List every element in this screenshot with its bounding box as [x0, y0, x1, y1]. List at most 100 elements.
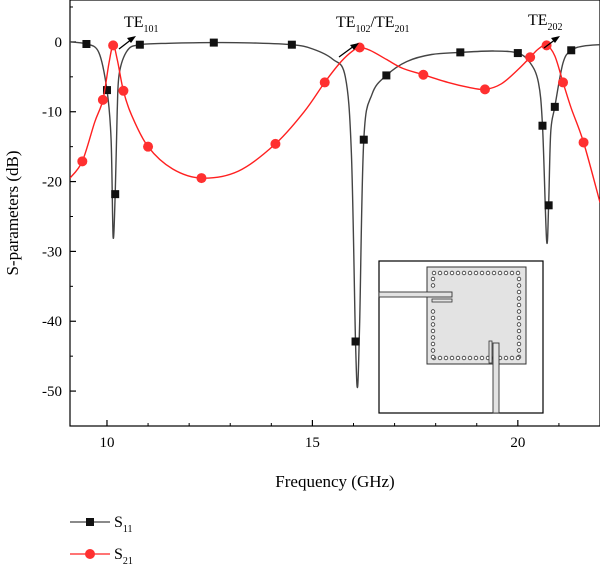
data-point-s21 — [108, 40, 119, 51]
y-tick-label: -50 — [42, 384, 62, 400]
structure-inset — [378, 260, 544, 414]
data-point-s21 — [118, 85, 129, 96]
via-hole — [516, 328, 522, 334]
via-hole — [509, 355, 515, 361]
svg-text:TE102/TE201: TE102/TE201 — [336, 14, 410, 35]
via-hole — [515, 270, 521, 276]
y-tick-label: -10 — [42, 105, 62, 121]
data-point-s21 — [77, 156, 88, 167]
via-hole — [497, 270, 503, 276]
y-tick-label: -30 — [42, 244, 62, 260]
data-point-s11 — [102, 86, 111, 95]
via-hole — [516, 348, 522, 353]
via-hole — [430, 341, 436, 347]
data-point-s11 — [359, 135, 368, 144]
y-tick-label: 0 — [55, 35, 63, 51]
data-point-s11 — [567, 46, 576, 55]
via-hole — [437, 355, 443, 361]
via-hole — [443, 270, 449, 276]
via-hole — [467, 270, 473, 276]
via-hole — [516, 322, 522, 327]
data-point-s21 — [479, 84, 490, 95]
data-point-s11 — [209, 38, 218, 47]
series-line-0 — [70, 41, 600, 389]
y-axis-title: S-parameters (dB) — [3, 150, 22, 275]
data-point-s11 — [135, 40, 144, 49]
coupling-stub-bottom — [488, 340, 493, 364]
via-hole — [473, 270, 479, 276]
plot-frame — [69, 0, 600, 427]
annotation-te101: TE101 — [118, 14, 159, 50]
via-hole — [449, 355, 455, 361]
data-point-s11 — [82, 39, 91, 48]
data-point-s21 — [143, 141, 154, 152]
svg-text:TE202: TE202 — [528, 12, 563, 33]
legend-item-s11: S11 — [70, 514, 133, 535]
series-layer — [70, 38, 600, 389]
coupling-stub-left — [431, 298, 453, 303]
annotation-te102-te201: TE102/TE201 — [336, 14, 410, 58]
via-hole — [509, 270, 515, 276]
data-point-s21 — [270, 138, 281, 149]
cavity-patch — [426, 266, 527, 365]
via-hole — [516, 315, 522, 321]
feed-line-bottom — [492, 342, 500, 414]
data-point-s21 — [97, 94, 108, 105]
x-axis-title: Frequency (GHz) — [275, 472, 394, 491]
data-point-s21 — [319, 77, 330, 88]
via-hole — [430, 348, 436, 353]
via-hole — [461, 270, 467, 276]
via-hole — [516, 309, 522, 314]
via-hole — [479, 270, 485, 276]
x-tick-label: 20 — [510, 435, 525, 451]
via-hole — [467, 355, 473, 361]
data-point-s11 — [538, 121, 547, 130]
via-hole — [461, 355, 467, 361]
data-point-s21 — [525, 52, 536, 63]
y-tick-label: -20 — [42, 175, 62, 191]
via-hole — [473, 355, 479, 361]
x-axis: 10 15 20 — [99, 420, 600, 451]
x-tick-label: 15 — [305, 435, 320, 451]
legend: S11 S21 — [70, 514, 133, 567]
data-point-s11 — [513, 49, 522, 58]
data-point-s11 — [456, 48, 465, 57]
data-point-s11 — [351, 337, 360, 346]
via-hole — [430, 322, 436, 327]
via-hole — [503, 355, 509, 361]
via-hole — [485, 270, 491, 276]
via-hole — [449, 270, 455, 276]
data-point-s21 — [558, 77, 569, 88]
svg-text:S11: S11 — [114, 514, 133, 535]
via-hole — [455, 270, 461, 276]
data-point-s21 — [196, 173, 207, 184]
data-point-s21 — [418, 69, 429, 80]
via-hole — [443, 355, 449, 361]
data-point-s11 — [550, 102, 559, 111]
x-tick-label: 10 — [99, 435, 114, 451]
series-line-1 — [70, 44, 600, 203]
svg-text:TE101: TE101 — [124, 14, 159, 35]
data-point-s21 — [578, 137, 589, 148]
via-hole — [516, 289, 522, 295]
via-hole — [430, 315, 436, 321]
via-hole — [431, 270, 437, 276]
via-hole — [503, 270, 509, 276]
via-hole — [515, 355, 521, 361]
via-hole — [516, 283, 522, 288]
via-hole — [430, 354, 436, 360]
via-hole — [430, 328, 436, 334]
feed-line-left — [378, 291, 453, 298]
svg-text:S21: S21 — [114, 546, 133, 567]
data-point-s11 — [544, 201, 553, 210]
via-hole — [455, 355, 461, 361]
legend-item-s21: S21 — [70, 546, 133, 567]
y-tick-label: -40 — [42, 314, 62, 330]
data-point-s11 — [287, 40, 296, 49]
via-hole — [516, 335, 522, 340]
via-hole — [516, 276, 522, 282]
data-point-s11 — [382, 71, 391, 80]
via-hole — [430, 309, 436, 314]
via-hole — [430, 335, 436, 340]
via-hole — [516, 296, 522, 301]
